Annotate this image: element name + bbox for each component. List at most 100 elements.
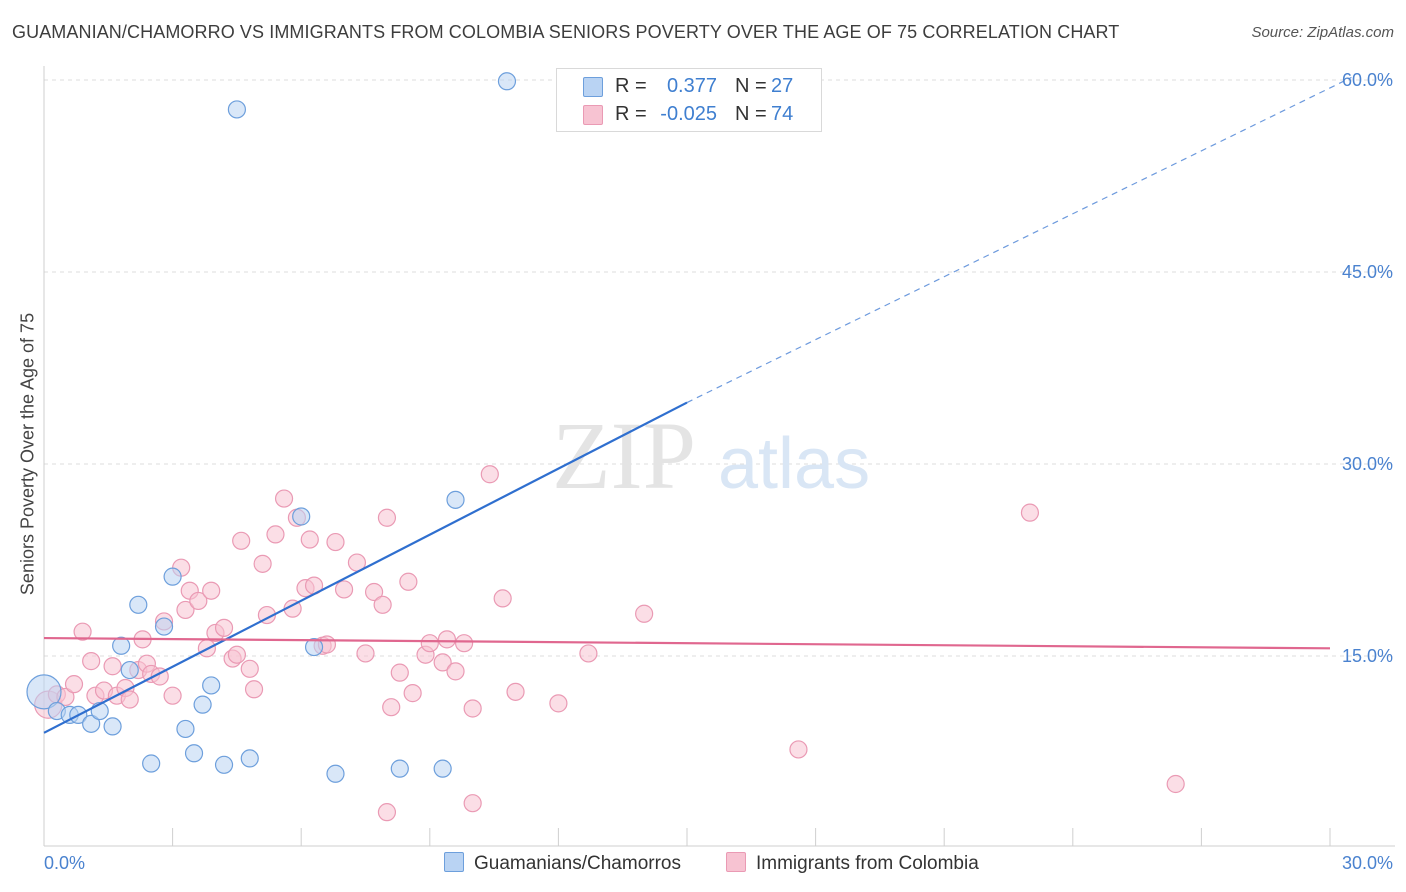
data-point: [364, 582, 384, 602]
legend-swatch-blue: [583, 77, 603, 97]
data-point: [390, 663, 409, 682]
x-tick-label: 30.0%: [1342, 853, 1393, 873]
data-point: [446, 490, 465, 509]
data-point: [446, 662, 465, 681]
bottom-legend-swatch-blue: [444, 852, 464, 872]
bottom-legend-swatch-pink: [726, 852, 746, 872]
data-point: [232, 531, 251, 550]
data-point: [202, 581, 221, 600]
data-point: [493, 589, 512, 608]
data-point: [64, 675, 84, 694]
data-point: [382, 698, 401, 717]
legend-r-label: R =: [615, 103, 647, 125]
data-point: [103, 657, 122, 676]
y-axis-title: Seniors Poverty Over the Age of 75: [17, 312, 38, 596]
data-point: [300, 530, 319, 549]
watermark-zip: ZIP: [552, 402, 696, 509]
data-point: [635, 604, 654, 623]
data-point: [202, 676, 221, 695]
trend-line-guamanians-extension: [686, 76, 1352, 404]
data-point: [193, 695, 212, 714]
trend-line-colombia: [43, 636, 1331, 650]
data-point: [189, 591, 208, 611]
data-point: [120, 690, 139, 709]
data-point: [454, 634, 474, 653]
y-tick-label: 15.0%: [1342, 646, 1393, 666]
data-point: [463, 699, 482, 718]
data-point: [399, 572, 418, 591]
data-point: [433, 759, 452, 778]
data-point: [214, 755, 234, 774]
data-point: [112, 636, 131, 655]
x-tick-label: 0.0%: [44, 853, 85, 873]
data-point: [356, 644, 375, 663]
data-point: [227, 100, 246, 119]
series-guamanians-chamorros: [26, 72, 517, 783]
data-point: [497, 72, 517, 91]
data-point: [253, 554, 272, 573]
y-tick-label: 45.0%: [1342, 262, 1393, 282]
chart-title: GUAMANIAN/CHAMORRO VS IMMIGRANTS FROM CO…: [12, 22, 1120, 42]
legend-r-value: 0.377: [666, 75, 717, 97]
trend-line-guamanians: [43, 401, 688, 734]
data-point: [82, 652, 101, 671]
data-point: [244, 680, 264, 699]
data-point: [377, 803, 397, 822]
data-point: [163, 686, 182, 705]
chart-source: Source: ZipAtlas.com: [1251, 24, 1394, 41]
data-point: [120, 660, 139, 680]
data-point: [227, 645, 246, 664]
data-point: [437, 630, 457, 649]
data-point: [240, 749, 259, 768]
data-point: [176, 600, 195, 620]
data-point: [214, 618, 234, 637]
y-tick-label: 60.0%: [1342, 70, 1393, 90]
data-point: [154, 617, 174, 636]
data-point: [377, 508, 397, 527]
data-point: [334, 580, 354, 599]
data-point: [789, 740, 808, 759]
bottom-legend-label: Immigrants from Colombia: [756, 853, 979, 874]
data-point: [326, 532, 345, 552]
data-point: [1020, 503, 1040, 522]
data-point: [1166, 774, 1185, 794]
legend-swatch-pink: [583, 105, 603, 125]
legend-n-label: N =: [735, 103, 767, 125]
data-point: [292, 507, 311, 526]
bottom-legend-colombia: Immigrants from Colombia: [726, 852, 979, 875]
data-point: [103, 717, 122, 736]
data-point: [420, 634, 439, 653]
data-point: [549, 694, 568, 713]
legend-n-value: 74: [771, 103, 794, 125]
trend-lines: [43, 76, 1352, 734]
data-point: [373, 595, 392, 614]
legend-row-colombia: R = -0.025 N = 74: [557, 101, 821, 127]
data-point: [304, 637, 324, 657]
data-point: [390, 759, 409, 778]
data-point: [240, 659, 259, 678]
data-point: [463, 794, 482, 813]
data-point: [176, 719, 195, 739]
data-point: [184, 744, 204, 763]
watermark-atlas: atlas: [718, 424, 870, 504]
legend-n-value: 27: [771, 75, 794, 97]
data-point: [82, 714, 101, 733]
data-point: [274, 489, 294, 508]
legend-n-label: N =: [735, 75, 767, 97]
data-point: [142, 754, 161, 773]
legend: R = 0.377 N = 27 R = -0.025 N = 74: [556, 68, 822, 132]
data-point: [480, 465, 499, 484]
bottom-legend-label: Guamanians/Chamorros: [474, 853, 681, 874]
legend-row-guamanians: R = 0.377 N = 27: [557, 73, 821, 99]
data-point: [129, 595, 148, 614]
legend-r-label: R =: [615, 75, 647, 97]
data-point: [26, 674, 62, 710]
watermark: ZIP atlas: [552, 402, 870, 509]
tick-labels: 15.0% 30.0% 45.0% 60.0% 0.0% 30.0%: [44, 70, 1393, 873]
data-point: [579, 644, 598, 663]
data-point: [326, 764, 345, 783]
data-point: [163, 567, 182, 586]
bottom-legend-guamanians: Guamanians/Chamorros: [444, 852, 681, 875]
data-point: [403, 684, 422, 703]
data-point: [73, 622, 92, 641]
